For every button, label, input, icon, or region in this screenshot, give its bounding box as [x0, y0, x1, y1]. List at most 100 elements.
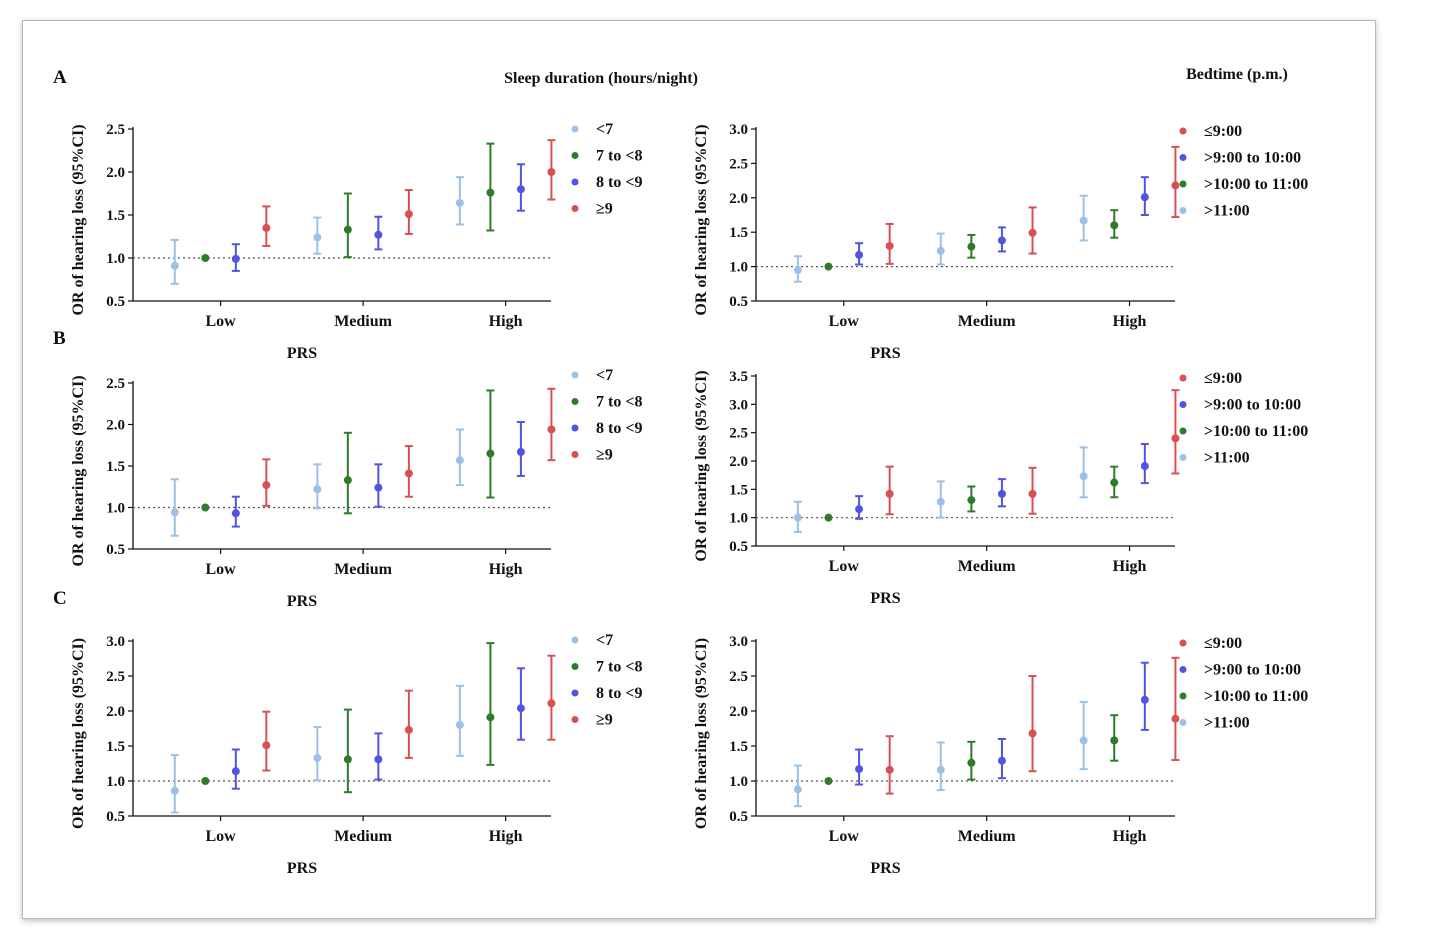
x-axis-label: PRS — [870, 345, 900, 362]
x-tick-label: High — [489, 828, 523, 845]
data-point — [374, 230, 383, 239]
data-point — [967, 242, 976, 251]
data-point — [1110, 478, 1119, 487]
data-point — [170, 508, 179, 517]
data-point — [262, 741, 271, 750]
legend-label: ≤9:00 — [1204, 123, 1242, 140]
y-tick-label: 0.5 — [106, 294, 125, 310]
legend-marker — [1179, 127, 1187, 135]
data-point — [404, 469, 413, 478]
x-axis-label: PRS — [287, 860, 317, 877]
data-point — [1110, 736, 1119, 745]
data-point — [885, 489, 894, 498]
data-point — [997, 236, 1006, 245]
legend-label: <7 — [596, 121, 613, 138]
y-tick-label: 3.5 — [729, 369, 748, 385]
data-point — [313, 753, 322, 762]
data-point — [343, 476, 352, 485]
legend-marker — [571, 398, 579, 405]
legend-marker — [1179, 427, 1187, 435]
x-tick-label: High — [1113, 828, 1147, 845]
y-tick-label: 2.0 — [729, 454, 748, 470]
y-tick-label: 1.0 — [729, 260, 748, 276]
y-tick-label: 1.5 — [106, 459, 125, 475]
data-point — [547, 168, 556, 176]
data-point — [516, 704, 525, 713]
legend-marker — [571, 152, 579, 159]
data-point — [1079, 736, 1088, 745]
y-tick-label: 0.5 — [729, 294, 748, 310]
legend-label: >11:00 — [1204, 203, 1250, 220]
x-tick-label: Medium — [958, 313, 1016, 330]
y-tick-label: 1.0 — [106, 774, 125, 790]
y-tick-label: 2.5 — [106, 122, 125, 138]
data-point — [201, 254, 210, 262]
legend-label: >9:00 to 10:00 — [1204, 397, 1301, 414]
data-point — [404, 725, 413, 734]
legend-label: 7 to <8 — [596, 148, 642, 165]
y-tick-label: 1.5 — [729, 482, 748, 498]
y-tick-label: 0.5 — [729, 809, 748, 825]
y-axis-label: OR of hearing loss (95%CI) — [70, 124, 87, 315]
panel-label-c: C — [53, 588, 67, 609]
legend-label: >9:00 to 10:00 — [1204, 150, 1301, 167]
data-point — [997, 756, 1006, 765]
y-axis-label: OR of hearing loss (95%CI) — [70, 375, 87, 566]
y-tick-label: 3.0 — [729, 122, 748, 138]
data-point — [547, 425, 556, 434]
data-point — [1079, 216, 1088, 225]
data-point — [967, 758, 976, 767]
data-point — [824, 513, 833, 522]
data-point — [1171, 434, 1180, 443]
data-point — [1028, 729, 1037, 738]
data-point — [486, 449, 495, 458]
y-tick-label: 0.5 — [729, 539, 748, 555]
legend-label: <7 — [596, 367, 613, 384]
y-tick-label: 1.0 — [106, 501, 125, 517]
y-tick-label: 2.0 — [106, 165, 125, 181]
y-tick-label: 3.0 — [729, 397, 748, 413]
x-tick-label: Medium — [958, 558, 1016, 575]
data-point — [997, 489, 1006, 498]
data-point — [547, 699, 556, 708]
data-point — [231, 767, 240, 776]
y-tick-label: 2.5 — [729, 426, 748, 442]
data-point — [793, 785, 802, 794]
legend-label: 7 to <8 — [596, 659, 642, 676]
y-tick-label: 2.5 — [729, 156, 748, 172]
legend-marker — [1179, 719, 1187, 726]
data-point — [231, 509, 240, 518]
data-point — [231, 254, 240, 263]
y-tick-label: 3.0 — [106, 634, 125, 650]
legend-marker — [1179, 692, 1187, 700]
legend-label: >9:00 to 10:00 — [1204, 662, 1301, 679]
y-tick-label: 1.5 — [106, 739, 125, 755]
x-tick-label: Medium — [334, 828, 392, 845]
x-tick-label: High — [489, 561, 523, 578]
x-tick-label: Low — [829, 313, 860, 330]
data-point — [1110, 221, 1119, 230]
y-tick-label: 1.0 — [729, 511, 748, 527]
legend-marker — [571, 424, 579, 432]
y-tick-label: 2.5 — [729, 669, 748, 685]
data-point — [1028, 228, 1037, 237]
legend-label: 8 to <9 — [596, 685, 642, 702]
x-axis-label: PRS — [870, 860, 900, 877]
data-point — [455, 721, 464, 729]
legend-marker — [571, 178, 579, 186]
data-point — [374, 755, 383, 764]
legend-label: ≥9 — [596, 712, 613, 729]
x-tick-label: High — [1113, 313, 1147, 330]
data-point — [313, 485, 322, 494]
legend-label: ≤9:00 — [1204, 635, 1242, 652]
legend-marker — [571, 451, 579, 458]
y-tick-label: 2.0 — [729, 191, 748, 207]
data-point — [1028, 489, 1037, 498]
data-point — [885, 241, 894, 250]
legend-marker — [571, 689, 579, 697]
panel-label-a: A — [53, 67, 67, 88]
data-point — [486, 713, 495, 722]
data-point — [855, 250, 864, 259]
legend-marker — [1179, 207, 1187, 214]
x-tick-label: Medium — [958, 828, 1016, 845]
